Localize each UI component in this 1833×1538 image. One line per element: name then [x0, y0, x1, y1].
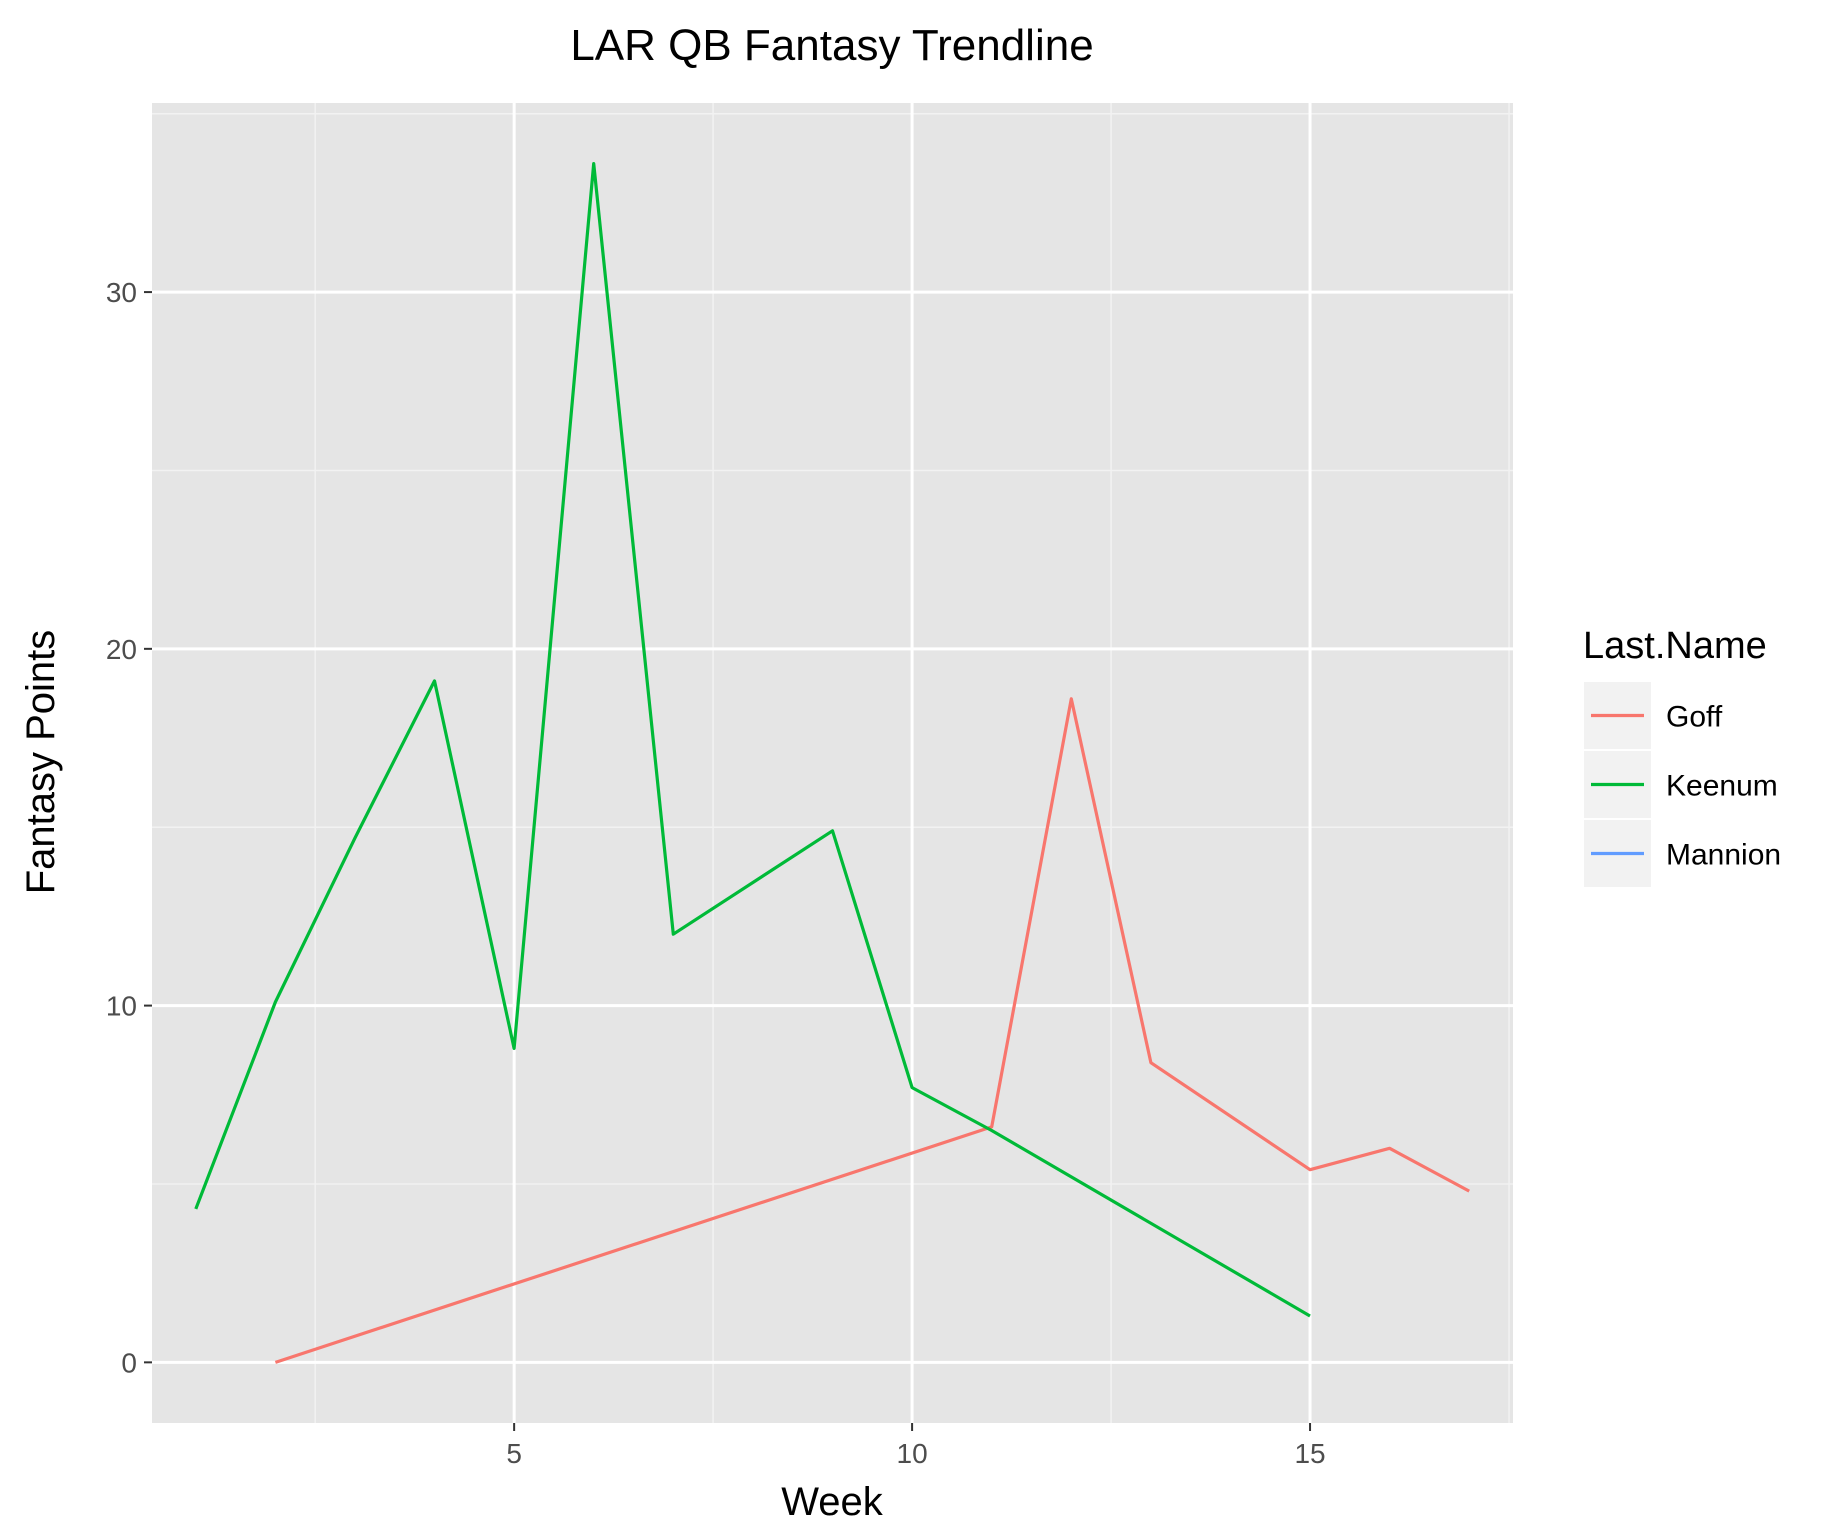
legend-label-mannion: Mannion [1666, 839, 1781, 872]
chart-title: LAR QB Fantasy Trendline [570, 21, 1093, 70]
legend-label-keenum: Keenum [1666, 770, 1778, 803]
x-tick-label: 5 [506, 1438, 522, 1469]
x-tick-label: 10 [897, 1438, 928, 1469]
y-tick-label: 30 [106, 277, 137, 308]
y-tick-label: 0 [121, 1347, 137, 1378]
legend: Last.Name Goff Keenum Mannion [1582, 625, 1781, 889]
y-tick-label: 10 [106, 991, 137, 1022]
legend-label-goff: Goff [1666, 701, 1723, 734]
plot-panel [152, 103, 1513, 1423]
series-line-keenum [194, 162, 1311, 1318]
y-tick-label: 20 [106, 634, 137, 665]
series-line-goff [274, 697, 1470, 1364]
y-axis-title: Fantasy Points [19, 630, 63, 895]
axis-ticks: 5 10 15 0 10 20 30 [106, 277, 1326, 1469]
x-tick-label: 15 [1294, 1438, 1325, 1469]
series-lines [194, 162, 1470, 1364]
legend-items: Goff Keenum Mannion [1582, 680, 1781, 889]
major-gridlines [152, 103, 1513, 1423]
x-axis-title: Week [781, 1480, 884, 1524]
minor-gridlines [152, 103, 1513, 1423]
legend-title: Last.Name [1583, 625, 1767, 667]
